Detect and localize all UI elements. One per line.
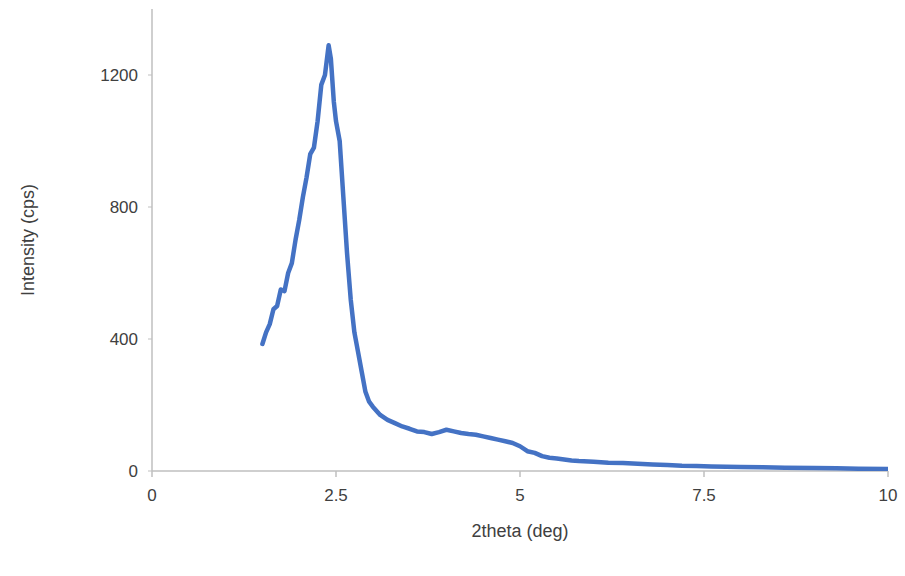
x-tick-label: 10 [879, 486, 898, 505]
x-tick [703, 471, 705, 477]
y-tick-label: 400 [110, 330, 138, 349]
x-tick [151, 471, 153, 477]
y-tick [148, 339, 152, 340]
y-axis-title: Intensity (cps) [18, 184, 38, 296]
y-tick [148, 471, 152, 472]
x-tick [335, 471, 337, 477]
plot-area [262, 45, 888, 469]
x-tick-label: 0 [147, 486, 156, 505]
y-axis [151, 9, 153, 471]
x-tick-label: 7.5 [692, 486, 716, 505]
y-tick [148, 75, 152, 76]
x-tick [519, 471, 521, 477]
x-tick-label: 2.5 [324, 486, 348, 505]
y-tick-label: 1200 [100, 66, 138, 85]
data-line [262, 45, 888, 469]
chart: 0 2.5 5 7.5 10 0 400 800 1200 2theta (deg) Intensi… [0, 0, 905, 576]
y-tick-label: 0 [129, 462, 138, 481]
y-tick [148, 207, 152, 208]
x-tick-label: 5 [515, 486, 524, 505]
x-axis-title: 2theta (deg) [471, 521, 568, 541]
y-tick-label: 800 [110, 198, 138, 217]
x-tick [887, 471, 889, 477]
